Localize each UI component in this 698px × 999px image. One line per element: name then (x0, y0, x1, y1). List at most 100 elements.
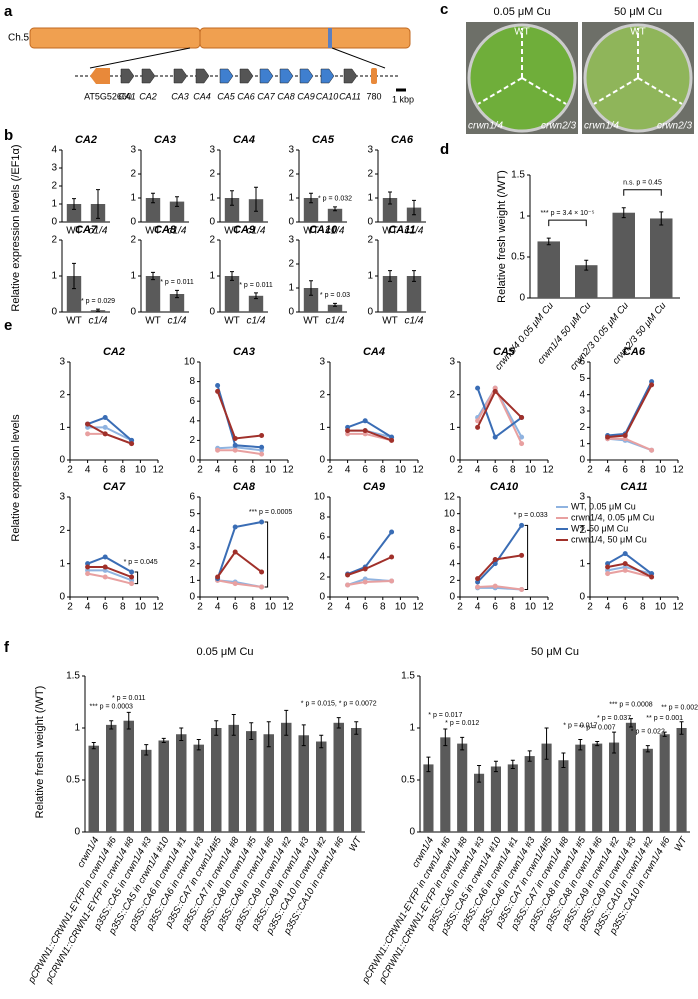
y-tick-label: 2 (367, 169, 373, 180)
y-axis-label: Relative expression levels (10, 414, 22, 542)
y-tick-label: 4 (51, 145, 57, 156)
series-point (362, 418, 368, 424)
y-tick-label: 4 (189, 525, 195, 536)
annotation: * p = 0.033 (514, 512, 548, 519)
y-tick-label: 8 (189, 376, 195, 387)
x-tick-label: 10 (135, 602, 147, 613)
bar (145, 276, 161, 312)
series-point (345, 428, 351, 434)
bar (440, 737, 451, 832)
bar (224, 276, 240, 312)
x-tick-label: WT (224, 226, 240, 237)
x-tick-label: 12 (282, 602, 294, 613)
y-tick-label: 0 (130, 307, 136, 318)
y-tick-label: 0.5 (66, 775, 80, 786)
error-bar (477, 764, 482, 783)
y-tick-label: 0 (449, 592, 455, 603)
y-tick-label: 4 (579, 389, 585, 400)
y-tick-label: 4 (319, 552, 325, 563)
annotation: * p = 0.032 (318, 196, 352, 203)
annotation: *** p = 0.0008 (609, 701, 653, 708)
series-point (102, 554, 108, 560)
x-tick-label: 4 (605, 602, 611, 613)
series-point (85, 421, 91, 427)
series-point (389, 554, 395, 560)
y-tick-label: 3 (288, 235, 294, 246)
x-tick-label: 4 (215, 465, 221, 476)
error-bar (412, 270, 416, 282)
y-tick-label: 0 (209, 307, 215, 318)
panel-label: e (4, 317, 12, 334)
x-tick-label: WT (66, 316, 82, 327)
x-tick-label: 10 (395, 602, 407, 613)
x-tick-label: 6 (492, 465, 498, 476)
bar (303, 288, 319, 312)
y-tick-label: 2 (449, 389, 455, 400)
series-point (519, 415, 525, 421)
chart-title: CA6 (391, 134, 414, 146)
series-point (475, 385, 481, 391)
error-bar (230, 190, 234, 206)
x-tick-label: 2 (457, 602, 463, 613)
gene-label: CA3 (171, 91, 189, 101)
series-point (129, 574, 135, 580)
annotation: * p = 0.037 (597, 715, 631, 722)
gene-label: AT5G52660 (84, 91, 132, 101)
y-tick-label: 1.5 (511, 170, 525, 181)
bar (507, 764, 518, 832)
chromosome-right (199, 27, 411, 49)
x-tick-label: 8 (640, 602, 646, 613)
series-point (389, 437, 395, 443)
y-tick-label: 1 (288, 193, 294, 204)
chart-title: CA11 (620, 481, 647, 493)
x-tick-label: 8 (640, 465, 646, 476)
x-tick-label: c1/4 (247, 226, 266, 237)
x-tick-label: 2 (197, 465, 203, 476)
y-tick-label: 1 (288, 283, 294, 294)
annotation: * p = 0.011 (160, 279, 194, 286)
series-point (259, 451, 265, 457)
series-point (362, 428, 368, 434)
x-tick-label: c1/4 (247, 316, 266, 327)
x-tick-label: 10 (135, 465, 147, 476)
x-tick-label: 10 (655, 465, 667, 476)
x-tick-label: 6 (102, 465, 108, 476)
x-tick-label: WT (66, 226, 82, 237)
y-tick-label: 2 (579, 422, 585, 433)
error-bar (91, 742, 96, 750)
chart-title: CA9 (363, 481, 386, 493)
bar (382, 198, 398, 222)
error-bar (254, 292, 258, 300)
x-tick-label: 10 (655, 602, 667, 613)
x-tick-label: WT (303, 226, 319, 237)
series-point (605, 564, 611, 570)
bar (228, 724, 239, 832)
x-tick-label: c1/4 (326, 226, 345, 237)
y-tick-label: 1 (579, 558, 585, 569)
annotation: ** p = 0.007 (579, 724, 616, 731)
y-tick-label: 2 (130, 235, 136, 246)
x-tick-label: 4 (605, 465, 611, 476)
series-point (85, 564, 91, 570)
chart-title: CA4 (363, 346, 385, 358)
y-tick-label: 0 (189, 455, 195, 466)
gene-label: CA4 (193, 91, 211, 101)
y-tick-label: 0 (130, 217, 136, 228)
error-bar (196, 738, 201, 751)
error-bar (333, 206, 337, 212)
genotype-label: crwn2/3 (657, 121, 692, 132)
x-tick-label: 12 (542, 465, 554, 476)
chart-title: CA9 (233, 224, 256, 236)
series-point (232, 442, 238, 448)
genotype-label: crwn2/3 (541, 121, 576, 132)
annotation: * p = 0.03 (320, 292, 350, 299)
x-tick-label: 12 (672, 465, 684, 476)
x-tick-label: 6 (102, 602, 108, 613)
series-point (519, 434, 525, 440)
error-bar (443, 728, 448, 747)
y-tick-label: 1 (367, 271, 373, 282)
y-tick-label: 2 (59, 525, 65, 536)
y-tick-label: 1 (367, 193, 373, 204)
y-tick-label: 2 (367, 235, 373, 246)
